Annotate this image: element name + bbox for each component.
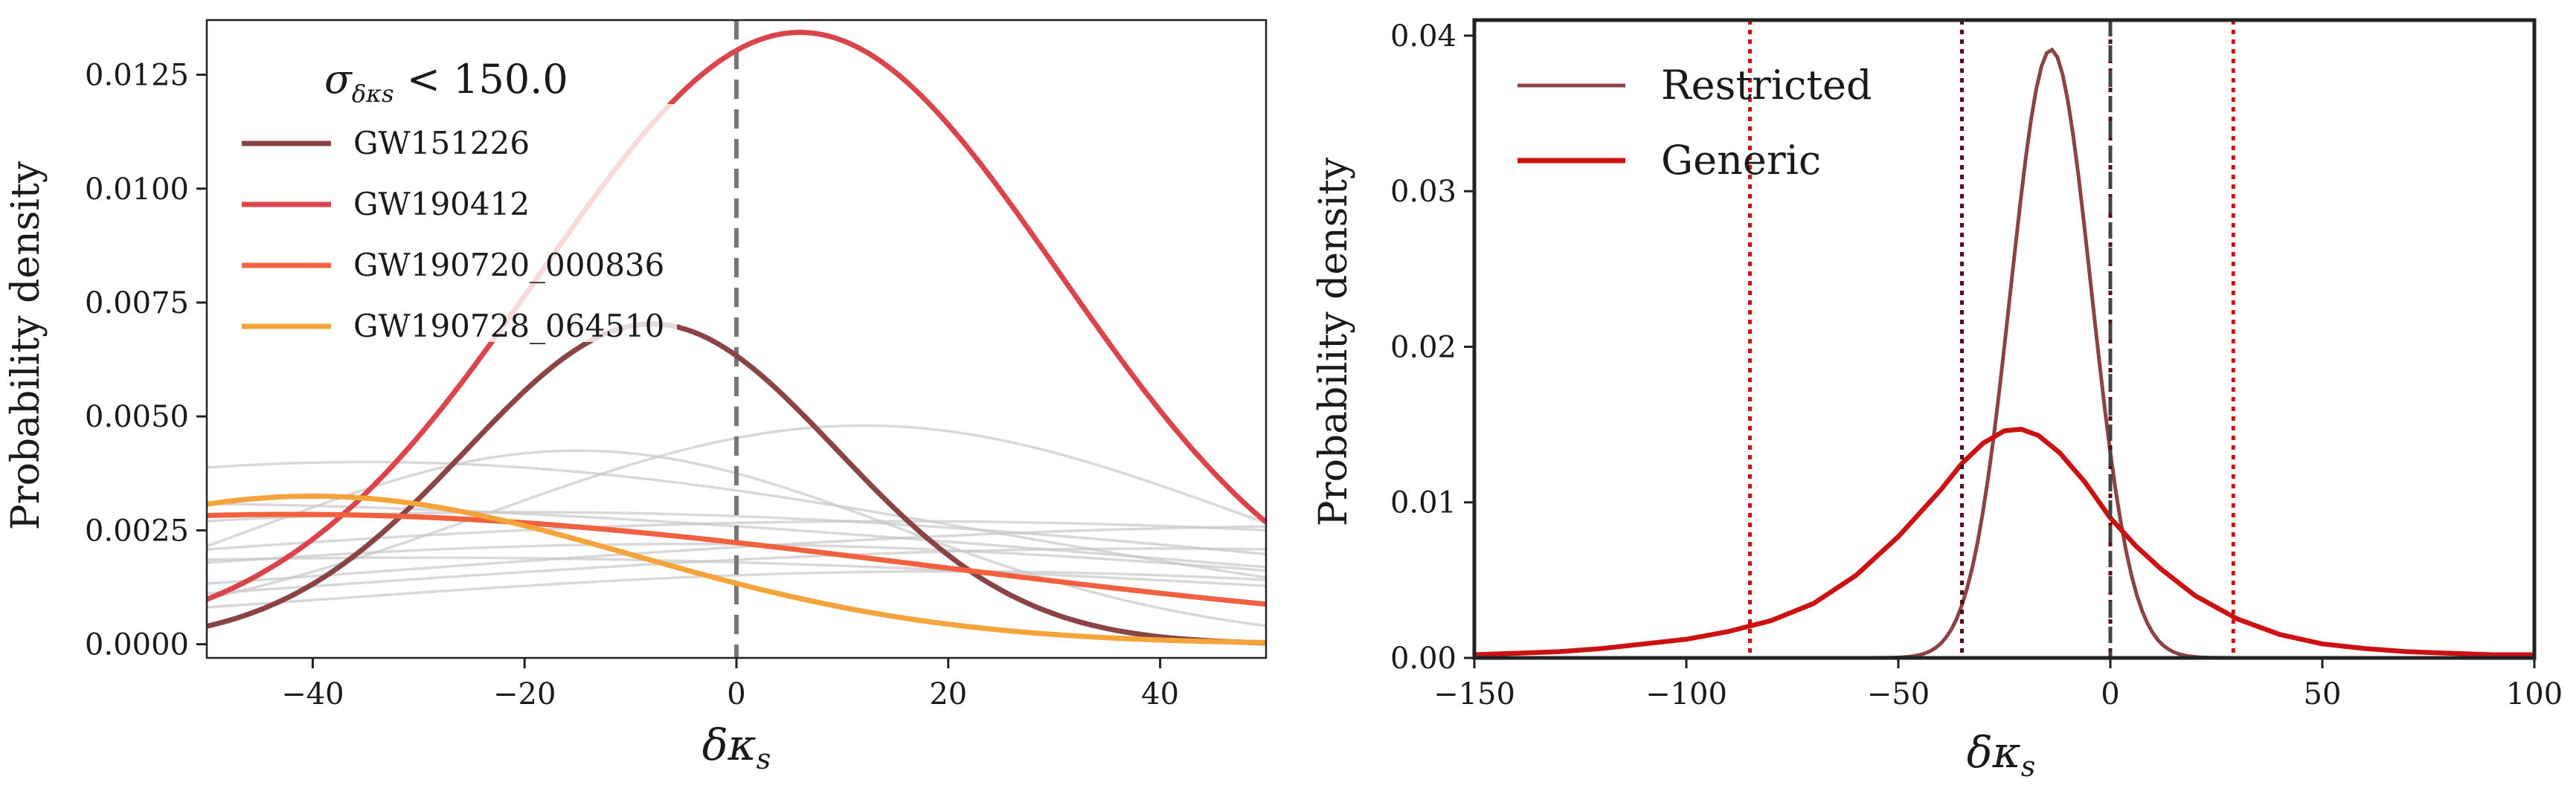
highlighted-curves	[205, 29, 1268, 646]
right-y-ticks: 0.00 0.01 0.02 0.03 0.04	[1390, 19, 1474, 676]
right-y-axis-label: Probability density	[1311, 157, 1356, 526]
y-tick-label: 0.0075	[85, 286, 189, 320]
x-tick-label: −150	[1433, 677, 1515, 711]
right-x-ticks: −150 −100 −50 0 50 100	[1433, 658, 2563, 711]
y-tick-label: 0.04	[1390, 19, 1456, 54]
x-tick-label: 100	[2506, 677, 2563, 711]
y-tick-label: 0.02	[1390, 330, 1456, 364]
y-tick-label: 0.0100	[85, 172, 189, 207]
right-curves	[1474, 47, 2534, 660]
y-tick-label: 0.01	[1390, 486, 1456, 520]
x-tick-label: 40	[1141, 677, 1179, 711]
x-tick-label: −20	[493, 677, 556, 711]
legend-label: Generic	[1661, 137, 1821, 184]
left-chart: −40 −20 0 20 40 0.0000 0.0025 0.0050 0.0075 0.01…	[4, 19, 1268, 775]
right-chart: −150 −100 −50 0 50 100 0.00 0.01 0.02 0.03 0.04 P…	[1311, 18, 2563, 783]
left-y-ticks: 0.0000 0.0025 0.0050 0.0075 0.0100 0.0125	[85, 59, 207, 662]
right-vertical-lines	[1748, 20, 2235, 658]
x-tick-label: 0	[727, 677, 745, 711]
y-tick-label: 0.00	[1390, 642, 1456, 676]
legend-label: GW190720_000836	[353, 247, 664, 283]
left-y-axis-label: Probability density	[4, 161, 48, 530]
legend-label: GW151226	[353, 125, 530, 161]
background-curve	[206, 569, 1267, 609]
right-x-axis-label: δκs	[1967, 727, 2035, 783]
background-curve	[206, 520, 1267, 551]
x-tick-label: −50	[1867, 677, 1930, 711]
legend-label: GW190728_064510	[353, 308, 664, 344]
series-line-restricted	[1474, 47, 2534, 660]
x-tick-label: 20	[929, 677, 967, 711]
series-line-gw190728-064510	[206, 493, 1267, 645]
right-axes-frame	[1472, 18, 2537, 660]
x-tick-label: −100	[1645, 677, 1727, 711]
left-legend: σδκs < 150.0 GW151226 GW190412 GW190720_00…	[231, 56, 677, 344]
background-curve	[206, 525, 1266, 585]
y-tick-label: 0.0050	[85, 400, 189, 434]
left-x-ticks: −40 −20 0 20 40	[281, 658, 1179, 711]
legend-label: Restricted	[1661, 62, 1872, 109]
y-tick-label: 0.0125	[85, 59, 189, 93]
legend-label: GW190412	[353, 186, 530, 222]
series-line-gw190720-000836	[206, 511, 1267, 607]
y-tick-label: 0.0000	[85, 628, 189, 662]
series-line-gw190412	[205, 29, 1268, 602]
y-tick-label: 0.0025	[85, 514, 189, 548]
x-tick-label: −40	[281, 677, 344, 711]
series-line-gw151226	[206, 321, 1267, 646]
right-legend: Restricted Generic	[1517, 62, 1872, 184]
x-tick-label: 50	[2304, 677, 2342, 711]
x-tick-label: 0	[2101, 677, 2119, 711]
y-tick-label: 0.03	[1390, 175, 1456, 209]
legend-title: σδκs < 150.0	[324, 56, 568, 108]
left-x-axis-label: δκs	[702, 720, 771, 775]
series-line-generic	[1474, 427, 2534, 658]
